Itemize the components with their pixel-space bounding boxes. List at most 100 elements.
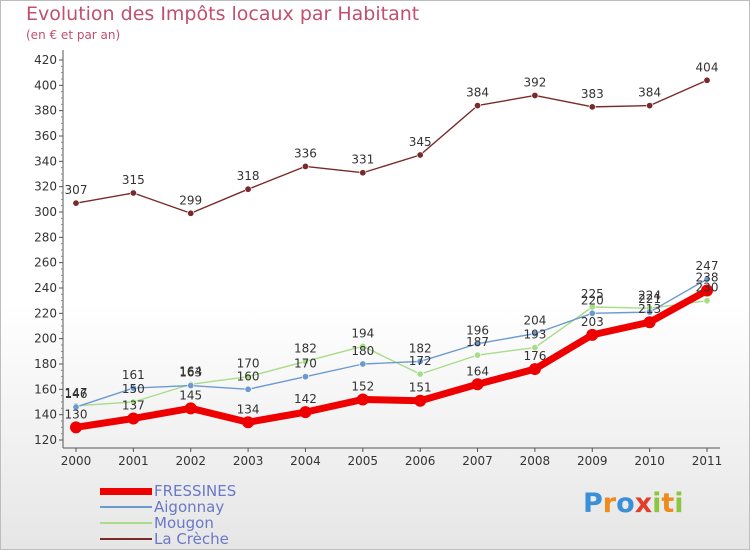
data-label: 384 bbox=[466, 86, 489, 100]
data-label: 182 bbox=[409, 341, 432, 355]
x-tick-label: 2010 bbox=[634, 454, 665, 468]
data-point bbox=[356, 393, 369, 406]
data-label: 238 bbox=[696, 271, 719, 285]
y-tick-label: 300 bbox=[34, 205, 57, 219]
chart-subtitle: (en € et par an) bbox=[26, 28, 121, 42]
legend-label: La Crèche bbox=[154, 530, 229, 548]
data-point bbox=[244, 185, 252, 193]
data-point bbox=[187, 209, 195, 217]
data-point bbox=[701, 284, 713, 297]
y-tick-label: 280 bbox=[34, 230, 57, 244]
data-point bbox=[129, 384, 137, 392]
logo-letter: x bbox=[634, 488, 653, 519]
data-label: 134 bbox=[237, 402, 260, 416]
data-point bbox=[416, 357, 424, 365]
data-label: 164 bbox=[179, 364, 202, 378]
data-label: 331 bbox=[351, 153, 374, 167]
legend-item-aigonnay: Aigonnay bbox=[100, 498, 300, 516]
data-point bbox=[301, 162, 309, 170]
logo-letter: i bbox=[674, 488, 684, 519]
x-tick-label: 2004 bbox=[290, 454, 321, 468]
data-point bbox=[471, 378, 484, 391]
legend-label: Aigonnay bbox=[154, 498, 225, 516]
data-point bbox=[70, 421, 82, 434]
data-point bbox=[588, 103, 596, 111]
data-point bbox=[301, 373, 309, 381]
data-point bbox=[643, 316, 656, 329]
data-point bbox=[127, 412, 140, 425]
data-point bbox=[244, 373, 252, 381]
data-point bbox=[129, 398, 137, 406]
y-tick-label: 180 bbox=[34, 357, 57, 371]
data-point bbox=[416, 151, 424, 159]
data-point bbox=[588, 309, 596, 317]
data-point bbox=[646, 102, 654, 110]
data-label: 151 bbox=[409, 381, 432, 395]
data-label: 225 bbox=[581, 287, 604, 301]
x-tick-label: 2002 bbox=[175, 454, 206, 468]
data-point bbox=[531, 330, 539, 338]
data-label: 230 bbox=[696, 281, 719, 295]
legend-label: FRESSINES bbox=[154, 482, 237, 500]
data-point bbox=[703, 76, 711, 84]
data-point bbox=[72, 199, 80, 207]
x-tick-label: 2001 bbox=[118, 454, 149, 468]
data-label: 336 bbox=[294, 146, 317, 160]
data-label: 161 bbox=[122, 368, 145, 382]
x-tick-label: 2008 bbox=[520, 454, 551, 468]
legend-swatch bbox=[100, 506, 152, 508]
data-label: 213 bbox=[638, 302, 661, 316]
data-point bbox=[703, 297, 711, 305]
data-point bbox=[586, 328, 599, 341]
legend-label: Mougon bbox=[154, 514, 214, 532]
series-line-3 bbox=[75, 79, 708, 214]
data-label: 221 bbox=[638, 292, 661, 306]
data-point bbox=[359, 169, 367, 177]
chart-legend: FRESSINES Aigonnay Mougon La Crèche bbox=[100, 482, 300, 548]
data-point bbox=[416, 370, 424, 378]
y-tick-label: 400 bbox=[34, 78, 57, 92]
x-tick-label: 2005 bbox=[348, 454, 379, 468]
y-tick-label: 260 bbox=[34, 256, 57, 270]
data-point bbox=[474, 102, 482, 110]
data-label: 164 bbox=[466, 364, 489, 378]
data-point bbox=[414, 394, 427, 407]
legend-item-la-creche: La Crèche bbox=[100, 530, 300, 548]
y-tick-label: 200 bbox=[34, 332, 57, 346]
data-label: 404 bbox=[696, 60, 719, 74]
data-point bbox=[359, 360, 367, 368]
y-tick-label: 420 bbox=[34, 53, 57, 67]
data-point bbox=[242, 416, 255, 429]
data-label: 150 bbox=[122, 382, 145, 396]
y-tick-label: 380 bbox=[34, 104, 57, 118]
x-tick-label: 2006 bbox=[405, 454, 436, 468]
data-label: 142 bbox=[294, 392, 317, 406]
data-point bbox=[72, 403, 80, 411]
data-label: 196 bbox=[466, 324, 489, 338]
data-point bbox=[474, 351, 482, 359]
y-tick-label: 120 bbox=[34, 433, 57, 447]
data-label: 187 bbox=[466, 335, 489, 349]
data-point bbox=[244, 385, 252, 393]
data-label: 345 bbox=[409, 135, 432, 149]
data-label: 170 bbox=[294, 357, 317, 371]
data-label: 145 bbox=[179, 388, 202, 402]
logo-letter: r bbox=[602, 488, 617, 519]
y-tick-label: 220 bbox=[34, 306, 57, 320]
legend-item-mougon: Mougon bbox=[100, 514, 300, 532]
legend-swatch bbox=[100, 488, 152, 495]
data-label: 147 bbox=[65, 386, 88, 400]
data-point bbox=[299, 406, 312, 419]
x-tick-label: 2007 bbox=[462, 454, 493, 468]
x-tick-label: 2003 bbox=[233, 454, 264, 468]
legend-swatch bbox=[100, 522, 152, 524]
logo-letter: o bbox=[616, 488, 635, 519]
y-tick-label: 140 bbox=[34, 408, 57, 422]
data-label: 137 bbox=[122, 398, 145, 412]
data-label: 163 bbox=[179, 366, 202, 380]
x-tick-label: 2000 bbox=[61, 454, 92, 468]
data-label: 315 bbox=[122, 173, 145, 187]
data-point bbox=[359, 342, 367, 350]
data-point bbox=[646, 308, 654, 316]
